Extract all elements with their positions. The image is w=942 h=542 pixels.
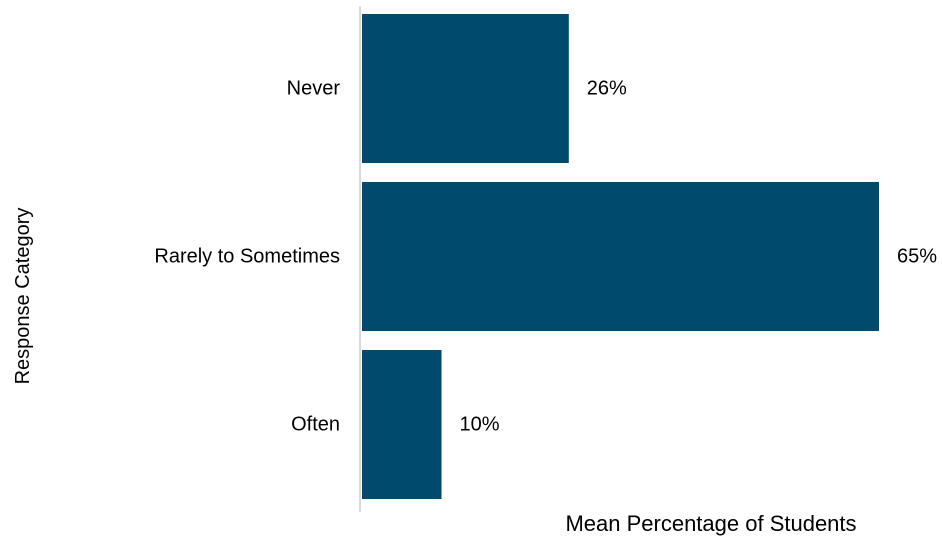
x-axis-title: Mean Percentage of Students	[565, 511, 856, 536]
value-label-rarely-to-sometimes: 65%	[897, 246, 937, 268]
bar-rarely-to-sometimes	[362, 182, 879, 331]
category-label-rarely-to-sometimes: Rarely to Sometimes	[154, 246, 340, 268]
category-label-never: Never	[287, 78, 341, 100]
value-label-never: 26%	[587, 78, 627, 100]
value-label-often: 10%	[460, 414, 500, 436]
bar-often	[362, 350, 442, 499]
bar-never	[362, 14, 569, 163]
labels-layer: Never 26% Rarely to Sometimes 65% Often 10%	[154, 78, 937, 436]
bars-layer	[362, 14, 879, 499]
y-axis-title: Response Category	[12, 208, 34, 385]
category-label-often: Often	[291, 414, 340, 436]
